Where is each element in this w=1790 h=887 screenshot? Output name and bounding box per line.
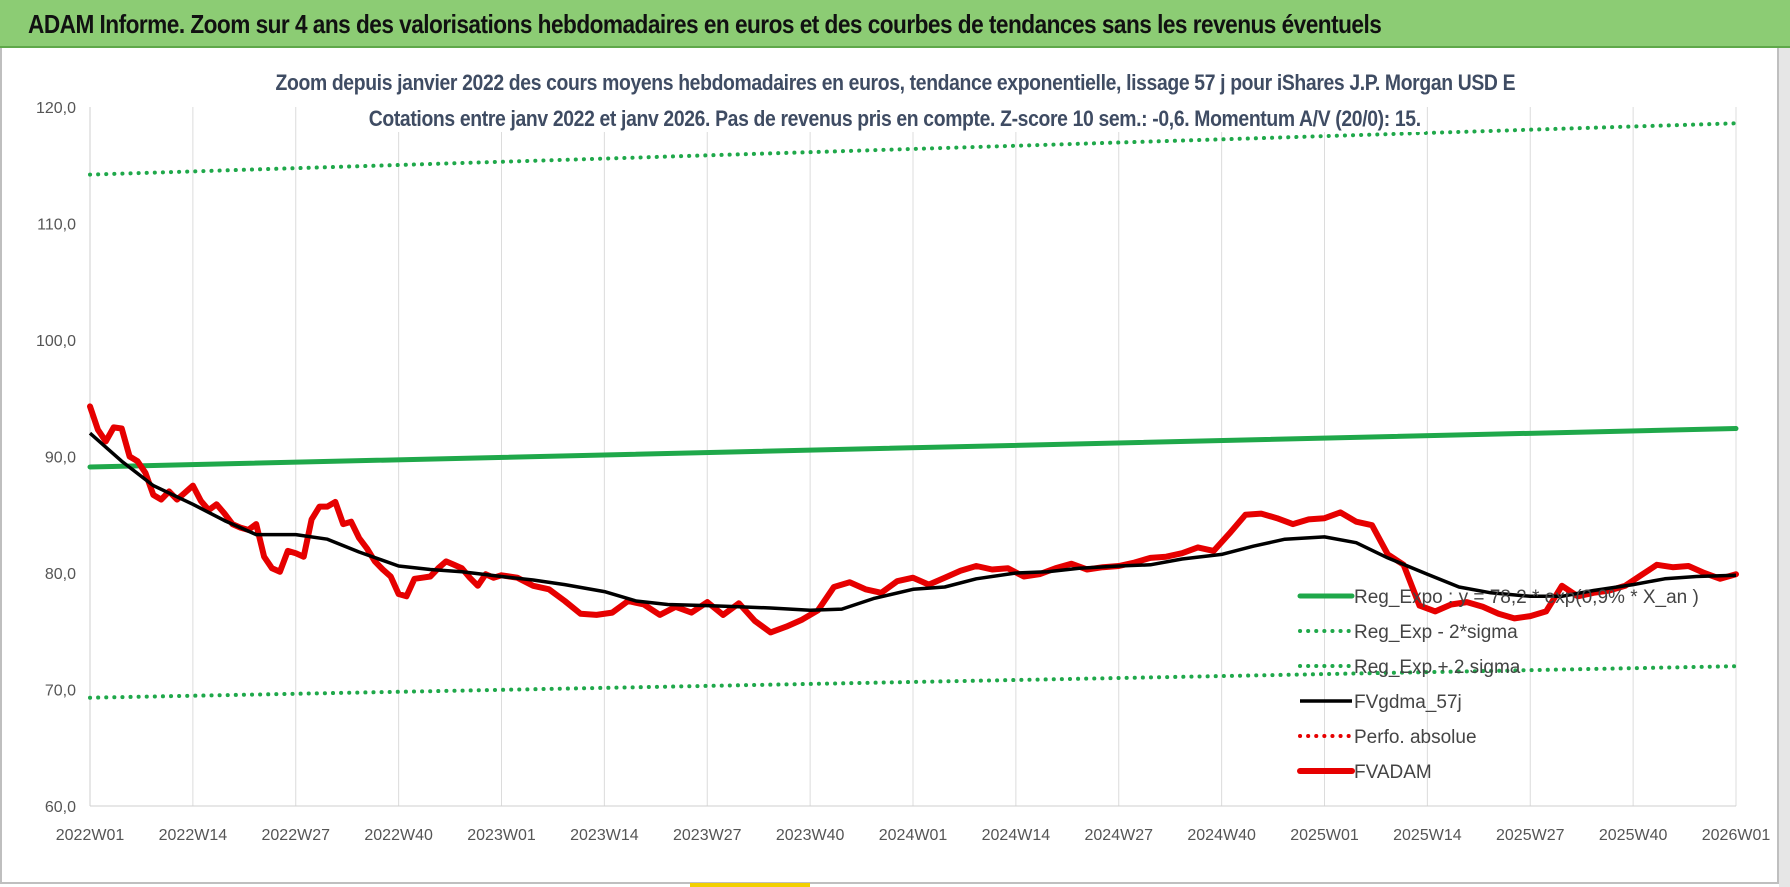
chart-title-line2: Cotations entre janv 2022 et janv 2026. … [0, 106, 1790, 132]
series-layer [87, 121, 1739, 700]
x-tick-label: 2024W27 [1085, 827, 1154, 844]
report-banner: ADAM Informe. Zoom sur 4 ans des valoris… [0, 0, 1790, 48]
y-tick-label: 80,0 [45, 566, 76, 583]
legend-label: Reg_Exp + 2 sigma [1354, 657, 1521, 678]
legend-label: FVgdma_57j [1354, 692, 1462, 713]
legend-label: Reg_Exp - 2*sigma [1354, 622, 1518, 643]
bottom-accent [690, 883, 810, 887]
chart-title-line1: Zoom depuis janvier 2022 des cours moyen… [0, 70, 1790, 96]
x-tick-label: 2022W14 [159, 827, 228, 844]
y-tick-label: 70,0 [45, 683, 76, 700]
y-tick-label: 110,0 [37, 217, 76, 234]
chart-title-line1-text: Zoom depuis janvier 2022 des cours moyen… [269, 70, 1521, 96]
axis-layer: 2022W01 2022W14 2022W27 2022W40 2023W01 2023W… [36, 100, 1770, 844]
y-tick-label: 120,0 [36, 100, 76, 117]
x-tick-label: 2024W14 [982, 827, 1051, 844]
report-title: ADAM Informe. Zoom sur 4 ans des valoris… [28, 9, 1382, 39]
legend-label: Reg_Expo : y = 78,2 * exp(0,9% * X_an ) [1354, 587, 1699, 608]
series-line-3 [88, 431, 1737, 613]
legend: Reg_Expo : y = 78,2 * exp(0,9% * X_an ) R… [1297, 587, 1699, 783]
chart-title-line2-text: Cotations entre janv 2022 et janv 2026. … [363, 106, 1427, 132]
x-tick-label: 2022W40 [364, 827, 433, 844]
y-tick-label: 60,0 [45, 799, 76, 816]
legend-label: FVADAM [1354, 762, 1432, 783]
window-edge [1779, 48, 1790, 887]
x-tick-label: 2022W01 [56, 827, 125, 844]
x-tick-label: 2026W01 [1702, 827, 1771, 844]
x-tick-label: 2024W40 [1187, 827, 1256, 844]
x-tick-label: 2022W27 [262, 827, 331, 844]
x-tick-label: 2025W27 [1496, 827, 1565, 844]
grid-layer [89, 107, 1737, 806]
x-tick-label: 2025W14 [1393, 827, 1462, 844]
x-tick-label: 2024W01 [879, 827, 948, 844]
x-tick-label: 2023W14 [570, 827, 639, 844]
chart-frame [0, 48, 1779, 884]
series-line-2 [88, 121, 1738, 177]
y-tick-label: 100,0 [36, 333, 76, 350]
x-tick-label: 2025W40 [1599, 827, 1668, 844]
x-tick-label: 2023W27 [673, 827, 742, 844]
y-tick-label: 90,0 [45, 450, 76, 467]
x-tick-label: 2023W40 [776, 827, 845, 844]
series-line-1 [88, 664, 1738, 700]
x-tick-label: 2025W01 [1290, 827, 1359, 844]
legend-label: Perfo. absolue [1354, 727, 1477, 748]
series-line-5 [87, 403, 1739, 636]
x-tick-label: 2023W01 [467, 827, 536, 844]
series-line-0 [87, 426, 1739, 470]
